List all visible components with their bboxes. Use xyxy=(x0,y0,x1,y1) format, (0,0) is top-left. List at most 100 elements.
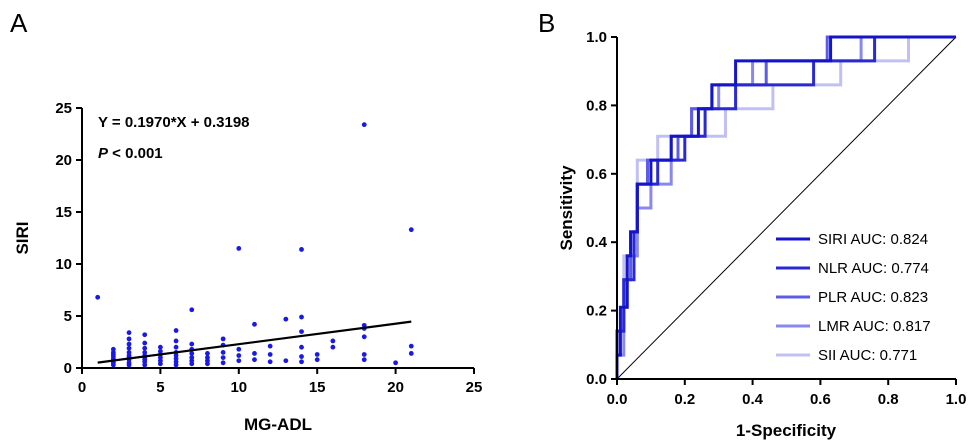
scatter-point xyxy=(173,344,179,350)
scatter-point xyxy=(361,122,367,128)
regression-line xyxy=(97,320,412,364)
panel-b-roc: B 0.0 0.2 0.4 0.6 0.8 1.0 0.0 0.2 0.4 0.6 0.8 1.0 S… xyxy=(538,8,966,440)
scatter-point xyxy=(189,355,195,360)
scatter-point xyxy=(299,359,304,365)
panel-a-scatter: A 0 5 10 15 20 25 0 5 10 15 20 25 Y = 0.1970*X + 0.… xyxy=(10,8,482,434)
y-tick-label-b: 1.0 xyxy=(586,29,607,46)
y-tick-label-a: 20 xyxy=(55,152,72,169)
legend-label: PLR AUC: 0.823 xyxy=(818,289,928,306)
scatter-point xyxy=(361,334,367,340)
p-value-symbol: P xyxy=(98,145,109,162)
scatter-point xyxy=(252,351,257,356)
roc-curves xyxy=(615,35,956,379)
scatter-point xyxy=(189,351,195,356)
x-tick-label-b: 0.0 xyxy=(607,391,628,408)
scatter-point xyxy=(173,328,179,333)
scatter-point xyxy=(158,348,163,354)
scatter-point xyxy=(236,353,242,358)
scatter-point xyxy=(189,341,195,347)
x-tick-label-b: 0.2 xyxy=(674,391,695,408)
x-axis-title-b: 1-Specificity xyxy=(736,421,837,440)
scatter-point xyxy=(220,355,226,360)
scatter-point xyxy=(299,344,304,350)
scatter-point xyxy=(220,350,226,355)
scatter-point xyxy=(361,357,367,363)
y-axis-title-b: Sensitivity xyxy=(557,165,576,251)
y-tick-label-b: 0.6 xyxy=(586,166,607,183)
y-tick-label-a: 25 xyxy=(55,100,72,117)
scatter-points xyxy=(95,122,414,368)
x-tick-label-a: 20 xyxy=(387,379,404,396)
scatter-point xyxy=(220,336,226,342)
y-tick-label-a: 5 xyxy=(64,308,72,325)
scatter-point xyxy=(330,344,336,350)
panel-a-axes xyxy=(81,108,474,369)
legend-label: SII AUC: 0.771 xyxy=(818,347,917,364)
x-tick-label-a: 25 xyxy=(466,379,483,396)
x-tick-label-a: 15 xyxy=(309,379,326,396)
x-axis-title-a: MG-ADL xyxy=(244,415,312,434)
scatter-point xyxy=(299,354,304,359)
x-tick-label-a: 10 xyxy=(230,379,247,396)
scatter-point xyxy=(189,307,195,313)
p-value-text: < 0.001 xyxy=(108,145,163,162)
scatter-point xyxy=(408,227,414,233)
scatter-point xyxy=(142,350,148,355)
y-tick-label-b: 0.4 xyxy=(586,234,608,251)
legend-label: NLR AUC: 0.774 xyxy=(818,260,929,277)
y-tick-label-a: 10 xyxy=(55,256,72,273)
scatter-point xyxy=(126,345,132,351)
scatter-point xyxy=(126,330,132,336)
x-tick-label-b: 1.0 xyxy=(946,391,967,408)
regression-equation: Y = 0.1970*X + 0.3198 xyxy=(98,114,250,131)
scatter-point xyxy=(252,357,257,363)
y-axis-title-a: SIRI xyxy=(13,221,32,254)
scatter-point xyxy=(142,332,148,338)
scatter-point xyxy=(158,344,163,350)
scatter-point xyxy=(283,316,289,322)
panel-letter-a: A xyxy=(10,8,28,38)
roc-legend: SIRI AUC: 0.824 NLR AUC: 0.774 PLR AUC: 0.… xyxy=(776,231,931,364)
scatter-point xyxy=(267,352,273,357)
diagonal-line xyxy=(616,36,957,380)
scatter-point xyxy=(142,345,148,351)
scatter-point xyxy=(408,343,414,349)
scatter-point xyxy=(393,360,398,366)
scatter-point xyxy=(314,357,320,363)
scatter-point xyxy=(267,359,273,365)
y-tick-label-b: 0.2 xyxy=(586,303,607,320)
scatter-point xyxy=(299,314,304,320)
scatter-point xyxy=(314,352,320,357)
scatter-point xyxy=(110,346,116,352)
scatter-point xyxy=(299,329,304,334)
x-tick-label-b: 0.6 xyxy=(810,391,831,408)
x-tick-label-b: 0.8 xyxy=(878,391,899,408)
scatter-point xyxy=(283,358,289,364)
scatter-point xyxy=(142,340,148,346)
scatter-point xyxy=(126,336,132,342)
scatter-point xyxy=(299,247,304,252)
reference-diagonal xyxy=(616,36,957,380)
scatter-point xyxy=(205,351,210,356)
x-tick-label-b: 0.4 xyxy=(742,391,764,408)
scatter-point xyxy=(330,338,336,344)
regression-line-path xyxy=(97,320,412,364)
scatter-point xyxy=(220,360,226,366)
scatter-point xyxy=(236,246,242,251)
y-tick-label-b: 0.0 xyxy=(586,371,607,388)
y-tick-label-b: 0.8 xyxy=(586,97,607,114)
x-tick-label-a: 0 xyxy=(78,379,86,396)
scatter-point xyxy=(95,294,101,300)
x-tick-label-a: 5 xyxy=(156,379,164,396)
panel-letter-b: B xyxy=(538,8,555,38)
scatter-point xyxy=(267,343,273,349)
scatter-point xyxy=(252,321,257,327)
scatter-point xyxy=(408,351,414,356)
legend-label: LMR AUC: 0.817 xyxy=(818,318,931,335)
scatter-point xyxy=(126,341,132,347)
panel-b-axes xyxy=(616,37,956,380)
scatter-point xyxy=(126,350,132,355)
roc-curve-siri xyxy=(615,35,956,379)
y-tick-label-a: 0 xyxy=(64,360,72,377)
